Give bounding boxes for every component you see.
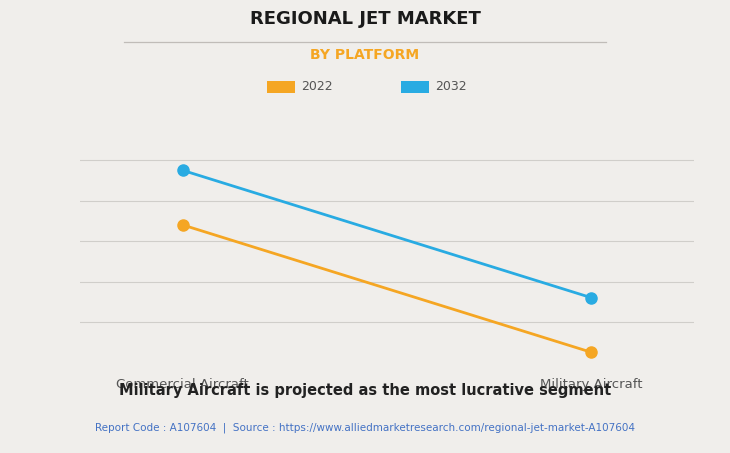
Text: Military Aircraft is projected as the most lucrative segment: Military Aircraft is projected as the mo… xyxy=(119,383,611,398)
Text: 2022: 2022 xyxy=(301,81,332,93)
Text: REGIONAL JET MARKET: REGIONAL JET MARKET xyxy=(250,10,480,28)
Text: Report Code : A107604  |  Source : https://www.alliedmarketresearch.com/regional: Report Code : A107604 | Source : https:/… xyxy=(95,422,635,433)
Text: 2032: 2032 xyxy=(435,81,466,93)
Text: BY PLATFORM: BY PLATFORM xyxy=(310,48,420,62)
